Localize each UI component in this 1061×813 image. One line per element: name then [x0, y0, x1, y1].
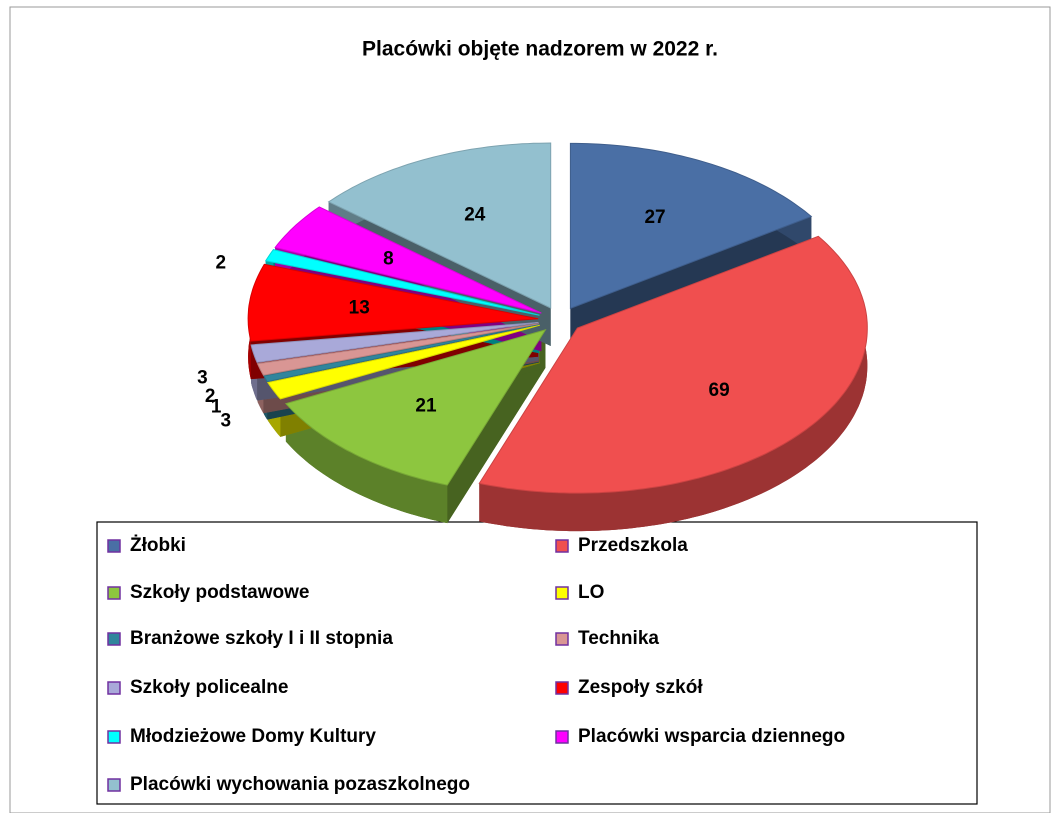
legend-marker — [555, 586, 569, 600]
legend-marker — [555, 681, 569, 695]
data-label: 3 — [220, 411, 231, 432]
legend-marker — [555, 632, 569, 646]
data-label: 69 — [709, 380, 730, 401]
legend-item: Młodzieżowe Domy Kultury — [130, 726, 376, 747]
data-label: 2 — [215, 252, 226, 273]
legend-marker — [107, 778, 121, 792]
slice — [327, 142, 552, 309]
slice — [478, 235, 868, 494]
legend-marker — [107, 586, 121, 600]
slice — [264, 249, 540, 316]
legend-marker — [107, 730, 121, 744]
slice — [256, 323, 539, 376]
data-label: 1 — [211, 397, 222, 418]
legend-item: LO — [578, 582, 604, 603]
slice — [247, 263, 539, 342]
legend-box — [96, 521, 978, 805]
legend-item: Szkoły policealne — [130, 677, 288, 698]
legend-item: Przedszkola — [578, 535, 688, 556]
legend-item: Szkoły podstawowe — [130, 582, 309, 603]
slice — [266, 324, 540, 400]
data-label: 13 — [349, 297, 370, 318]
legend-item: Branżowe szkoły I i II stopnia — [130, 628, 393, 649]
data-label: 27 — [644, 207, 665, 228]
legend-item: Zespoły szkół — [578, 677, 703, 698]
legend-item: Placówki wsparcia dziennego — [578, 726, 845, 747]
slice — [569, 142, 813, 310]
legend-marker — [555, 730, 569, 744]
slice-tops — [247, 142, 868, 494]
data-label: 2 — [205, 386, 216, 407]
data-label: 21 — [415, 395, 437, 416]
slice-edge — [447, 329, 546, 524]
legend-marker — [107, 632, 121, 646]
chart-title: Placówki objęte nadzorem w 2022 r. — [362, 38, 718, 61]
legend-item: Placówki wychowania pozaszkolnego — [130, 774, 470, 795]
slice — [263, 323, 540, 383]
slice-side — [479, 236, 868, 532]
slice-side — [285, 403, 448, 524]
legend-marker — [107, 539, 121, 553]
data-label: 3 — [197, 367, 208, 388]
data-label: 8 — [383, 248, 394, 269]
slice — [284, 329, 547, 486]
data-label: 24 — [464, 204, 486, 225]
slice — [250, 322, 539, 364]
legend-marker — [555, 539, 569, 553]
legend-item: Żłobki — [130, 535, 186, 556]
legend-marker — [107, 681, 121, 695]
legend-item: Technika — [578, 628, 659, 649]
slice — [274, 206, 542, 314]
